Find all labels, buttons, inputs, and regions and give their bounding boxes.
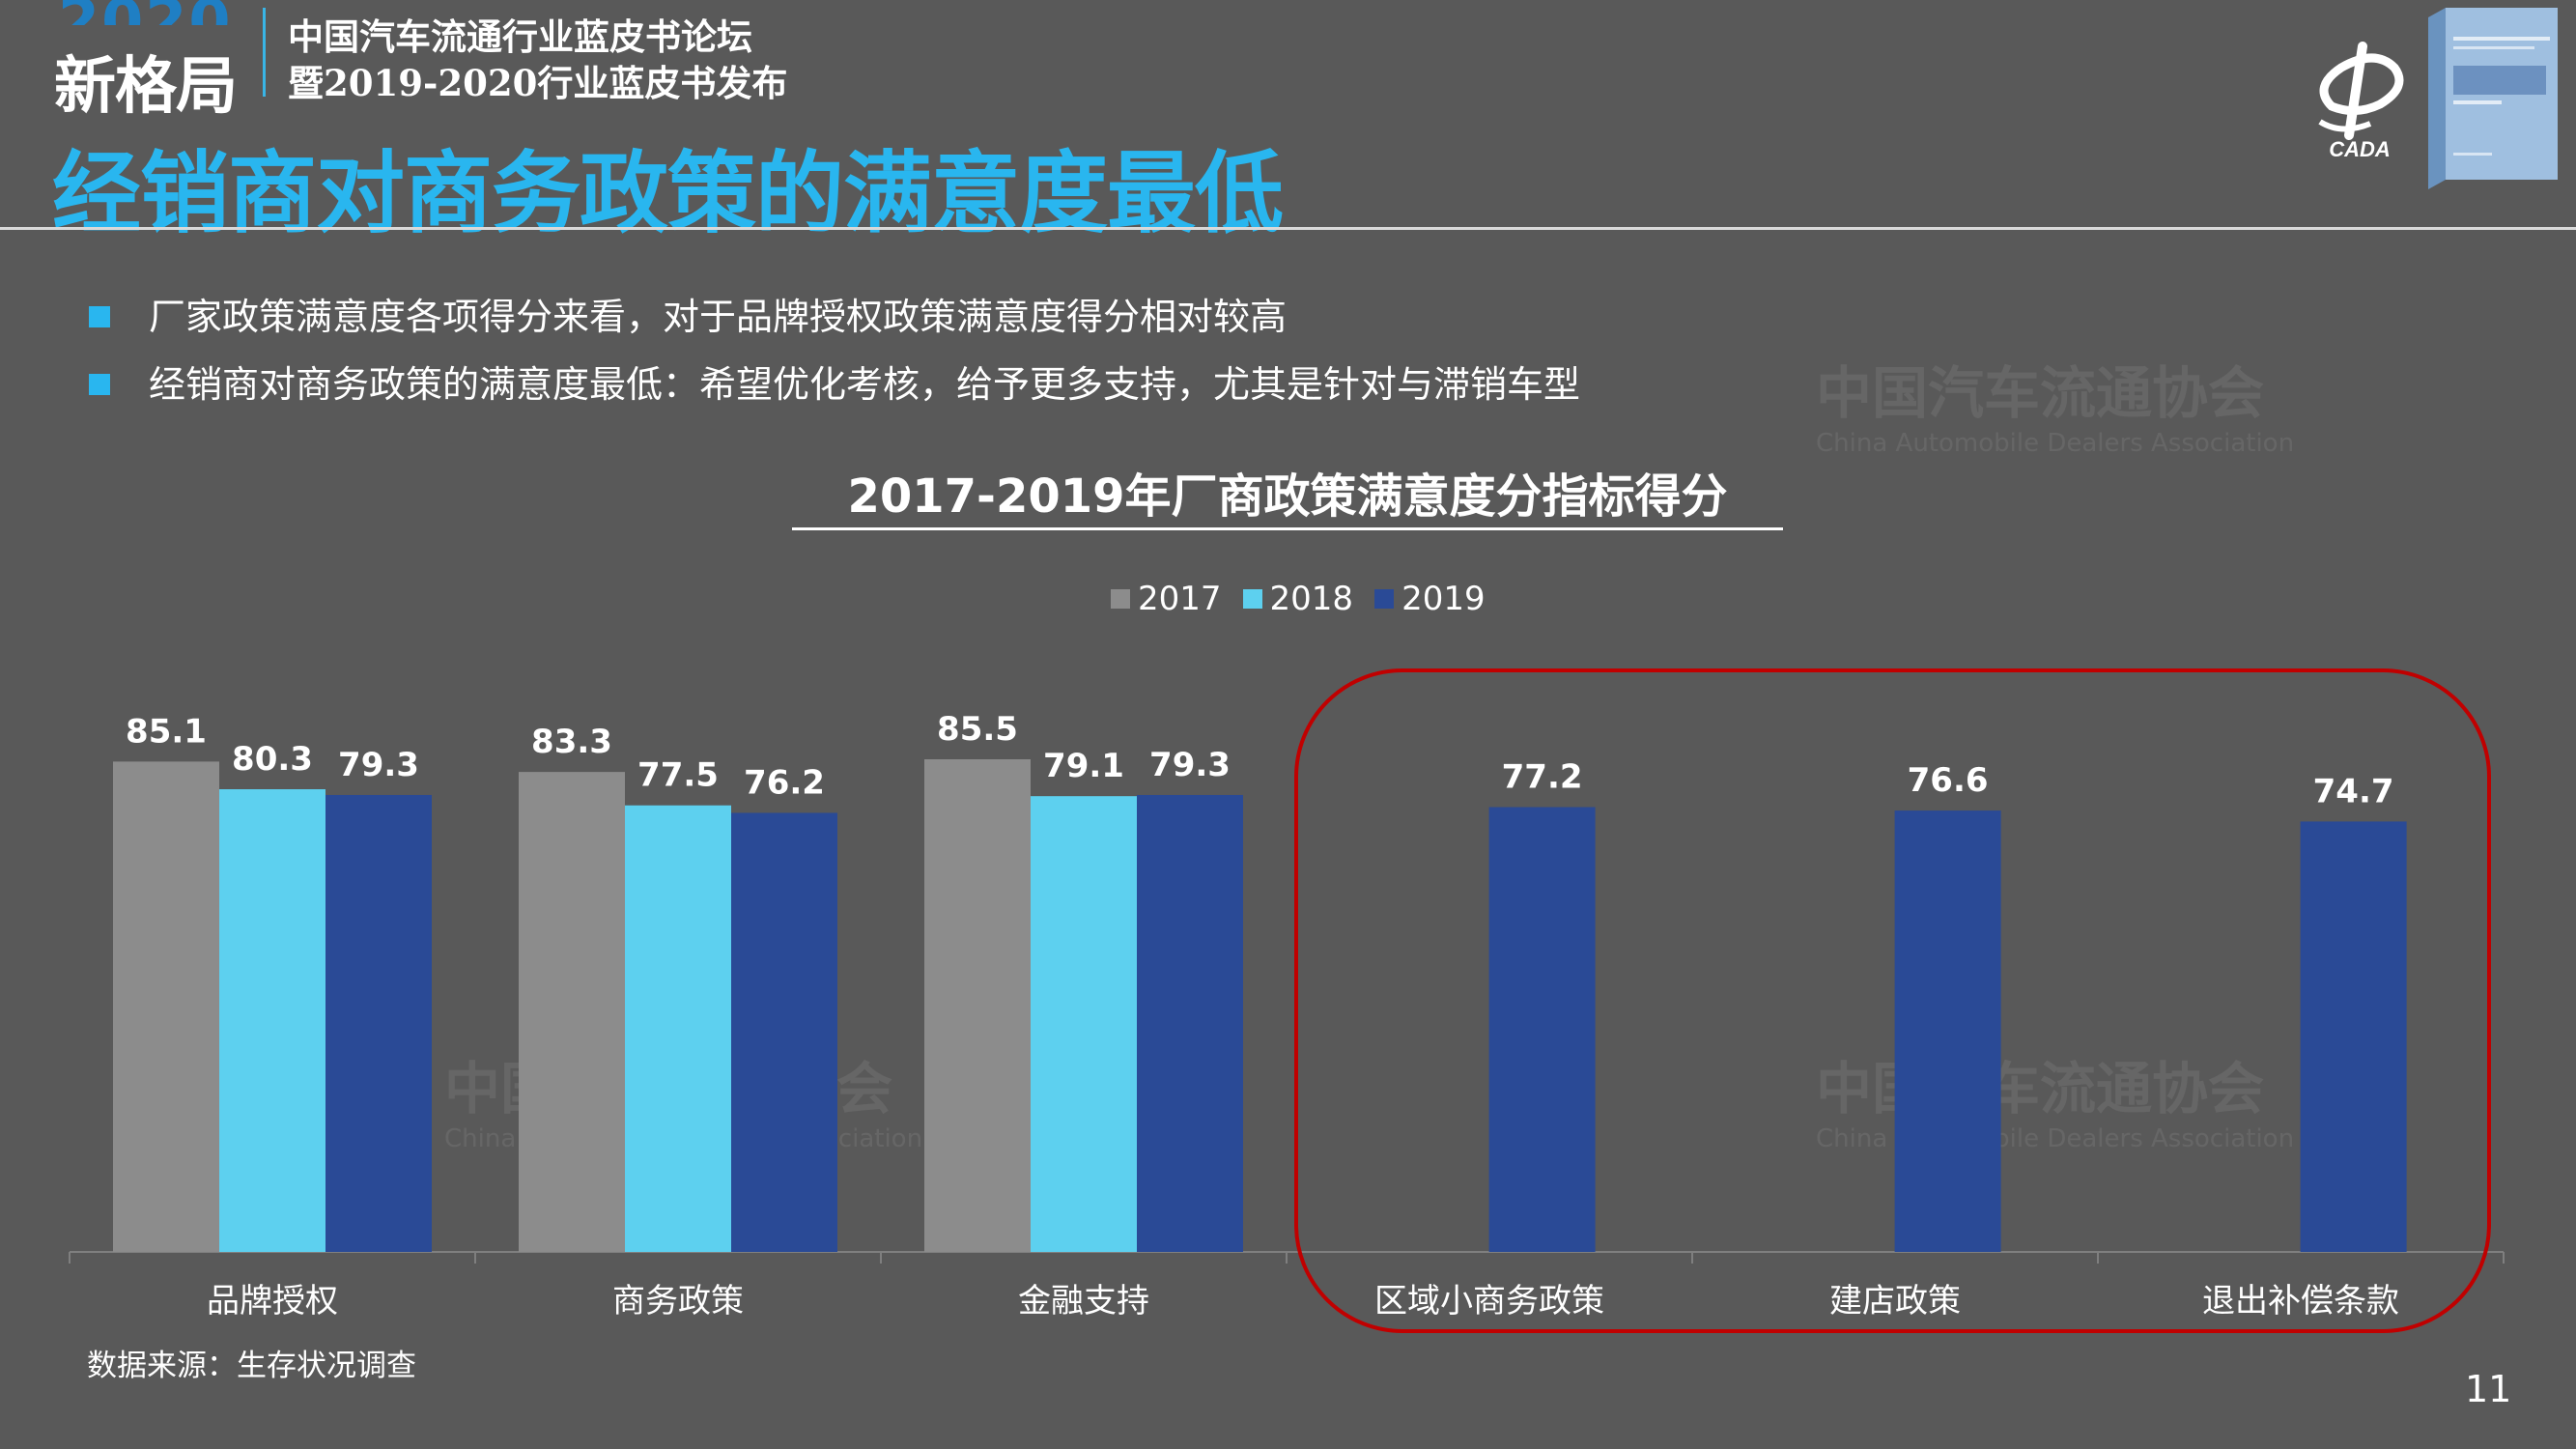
legend-item-2019: 2019 <box>1374 580 1486 618</box>
bullet-list: 厂家政策满意度各项得分来看，对于品牌授权政策满意度得分相对较高 经销商对商务政策… <box>89 290 1580 425</box>
legend-swatch <box>1242 589 1262 609</box>
bullet-square-icon <box>89 306 110 327</box>
data-label: 79.3 <box>338 746 419 784</box>
legend-swatch <box>1111 589 1130 609</box>
legend-swatch <box>1374 589 1395 609</box>
bar-2018 <box>625 805 731 1252</box>
data-label: 77.2 <box>1502 758 1583 797</box>
chart-title: 2017-2019年厂商政策满意度分指标得分 <box>847 469 1728 524</box>
legend-item-2018: 2018 <box>1242 580 1354 618</box>
watermark-cn: 中国汽车流通协会 <box>1816 360 2265 426</box>
data-label: 85.5 <box>937 710 1018 749</box>
data-label: 79.3 <box>1149 746 1231 784</box>
watermark-cn: 中国汽车流通协会 <box>1816 1056 2265 1122</box>
watermark-en: China Automobile Dealers Association <box>1816 429 2295 458</box>
bullet-item: 厂家政策满意度各项得分来看，对于品牌授权政策满意度得分相对较高 <box>89 290 1580 357</box>
cada-logo-icon: CADA <box>2318 42 2404 161</box>
bar-2019 <box>2300 821 2407 1252</box>
slide-header: 2020 新格局 中国汽车流通行业蓝皮书论坛 暨2019-2020行业蓝皮书发布… <box>0 0 2576 245</box>
bullet-square-icon <box>89 374 110 395</box>
data-label: 85.1 <box>126 712 207 751</box>
watermark: 中国汽车流通协会 China Automobile Dealers Associ… <box>1816 348 2294 458</box>
bullet-text: 经销商对商务政策的满意度最低：希望优化考核，给予更多支持，尤其是针对与滞销车型 <box>149 363 1581 406</box>
legend-label: 2018 <box>1269 580 1354 618</box>
forum-title-line2: 暨2019-2020行业蓝皮书发布 <box>288 62 788 104</box>
data-label: 77.5 <box>637 756 719 795</box>
bar-2019 <box>1894 810 2001 1252</box>
brand-year: 2020 <box>58 0 233 25</box>
bar-2018 <box>1031 796 1137 1252</box>
legend-item-2017: 2017 <box>1111 580 1222 618</box>
category-label: 建店政策 <box>1829 1282 1961 1321</box>
bar-2017 <box>519 772 625 1252</box>
bullet-item: 经销商对商务政策的满意度最低：希望优化考核，给予更多支持，尤其是针对与滞销车型 <box>89 357 1580 425</box>
category-label: 退出补偿条款 <box>2202 1282 2399 1321</box>
bar-2019 <box>1137 794 1243 1252</box>
page-number: 11 <box>2465 1368 2512 1410</box>
data-label: 76.2 <box>744 763 825 802</box>
category-label: 区域小商务政策 <box>1374 1282 1604 1321</box>
brand-word: 新格局 <box>54 51 238 123</box>
highlight-outline <box>1294 668 2491 1333</box>
data-label: 74.7 <box>2313 772 2394 810</box>
chart-legend: 2017 2018 2019 <box>1111 580 1486 618</box>
category-label: 金融支持 <box>1018 1282 1149 1321</box>
data-label: 83.3 <box>531 723 612 761</box>
header-divider <box>0 227 2576 230</box>
legend-label: 2019 <box>1401 580 1486 618</box>
category-label: 商务政策 <box>612 1282 744 1321</box>
bar-2019 <box>731 812 837 1252</box>
data-label: 80.3 <box>232 740 313 779</box>
chart-title-underline <box>792 527 1783 530</box>
data-label: 79.1 <box>1043 747 1124 785</box>
brand-divider <box>263 8 266 97</box>
bar-2017 <box>924 759 1031 1252</box>
logo-text: CADA <box>2329 137 2391 161</box>
bar-2019 <box>1488 807 1596 1252</box>
category-label: 品牌授权 <box>207 1282 338 1321</box>
forum-title-line1: 中国汽车流通行业蓝皮书论坛 <box>288 15 752 58</box>
bullet-text: 厂家政策满意度各项得分来看，对于品牌授权政策满意度得分相对较高 <box>149 296 1288 338</box>
legend-label: 2017 <box>1138 580 1222 618</box>
bar-2018 <box>219 789 326 1252</box>
data-label: 76.6 <box>1908 761 1989 800</box>
bar-2019 <box>326 794 432 1252</box>
data-source: 数据来源：生存状况调查 <box>87 1349 416 1383</box>
bluebook-cover-icon <box>2428 8 2558 189</box>
bar-2017 <box>113 761 219 1252</box>
